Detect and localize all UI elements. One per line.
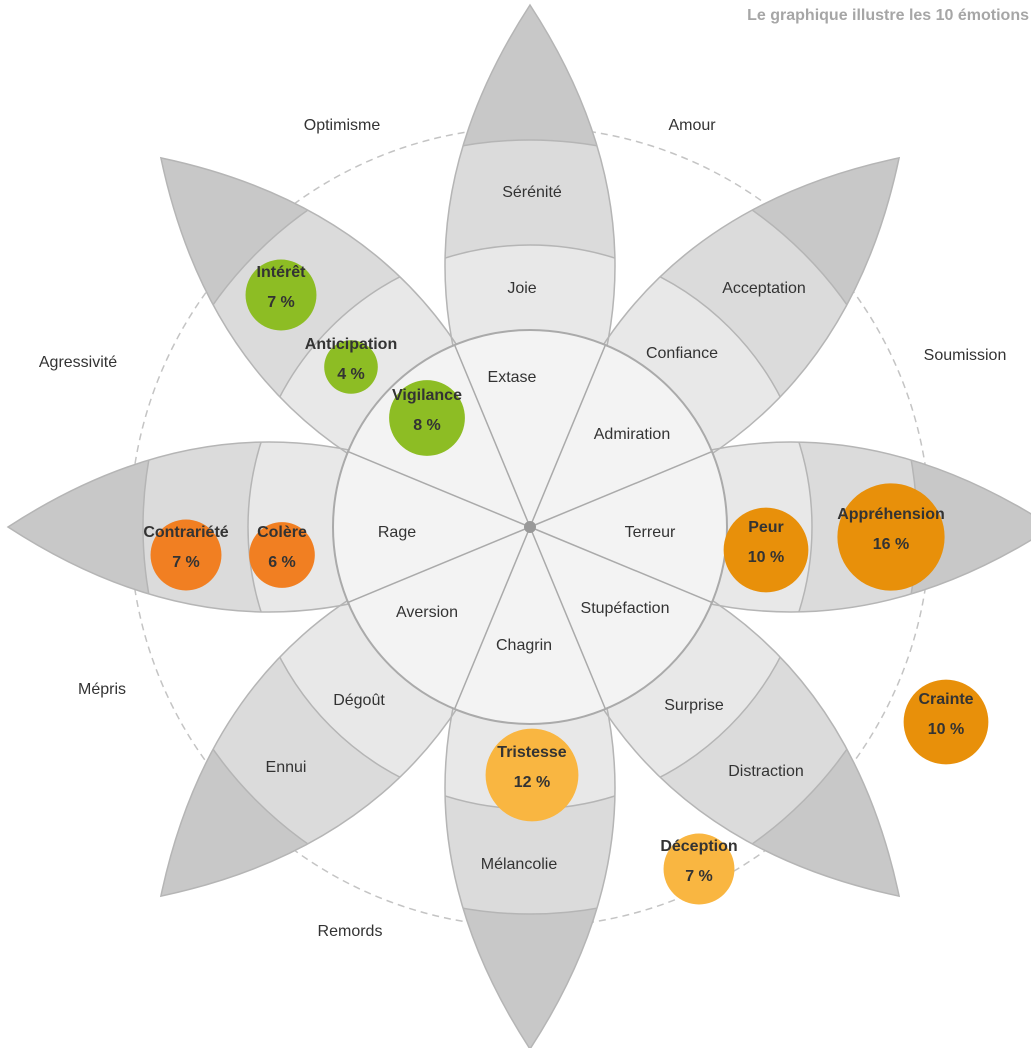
bubble xyxy=(723,507,809,593)
bubbles: Intérêt 7 % Anticipation 4 % Vigilance 8 % Con… xyxy=(143,259,989,905)
bubble-name: Peur xyxy=(748,519,784,536)
sector-line xyxy=(529,526,607,710)
bubble-name: Vigilance xyxy=(392,387,462,404)
bubble xyxy=(389,380,465,456)
sector-line xyxy=(529,450,713,528)
bubble xyxy=(324,340,378,394)
middle-emotion: Surprise xyxy=(664,697,724,714)
labels: Extase Admiration Terreur Stupéfaction Chagr… xyxy=(39,117,1006,940)
bubble-name: Colère xyxy=(257,524,307,541)
dyad: Amour xyxy=(668,117,716,134)
bubble-value: 10 % xyxy=(748,549,784,566)
center-dot xyxy=(524,521,536,533)
inner-emotion: Admiration xyxy=(594,426,670,443)
bubble-name: Déception xyxy=(660,838,737,855)
sector-line xyxy=(529,344,607,528)
bubble xyxy=(903,679,989,765)
bubble xyxy=(485,728,579,822)
bubble xyxy=(663,833,735,905)
bubble xyxy=(837,483,945,591)
inner-emotion: Aversion xyxy=(396,604,458,621)
outer-emotion: Ennui xyxy=(266,759,307,776)
bubble xyxy=(150,519,222,591)
outer-emotion: Acceptation xyxy=(722,280,806,297)
sector-lines xyxy=(347,344,713,710)
bubble xyxy=(249,522,315,588)
middle-emotion: Dégoût xyxy=(333,692,385,709)
bubble xyxy=(245,259,317,331)
middle-emotion: Joie xyxy=(507,280,536,297)
sector-line xyxy=(529,526,713,604)
dyad: Remords xyxy=(318,923,383,940)
dyad: Agressivité xyxy=(39,354,117,371)
inner-emotion: Terreur xyxy=(625,524,676,541)
bubble-value: 10 % xyxy=(928,721,964,738)
sector-line xyxy=(347,450,531,528)
inner-emotion: Rage xyxy=(378,524,416,541)
bubble-name: Appréhension xyxy=(837,506,945,523)
bubble-name: Crainte xyxy=(918,691,973,708)
bubble-value: 6 % xyxy=(268,554,296,571)
bubble-value: 8 % xyxy=(413,417,441,434)
outer-emotion: Sérénité xyxy=(502,184,562,201)
title: Le graphique illustre les 10 émotions xyxy=(747,7,1029,24)
bubble-name: Anticipation xyxy=(305,336,397,353)
sector-line xyxy=(453,344,531,528)
bubble-name: Contrariété xyxy=(143,524,228,541)
dyad: Optimisme xyxy=(304,117,381,134)
dyad: Soumission xyxy=(924,347,1007,364)
bubble-value: 7 % xyxy=(172,554,200,571)
outer-emotion: Distraction xyxy=(728,763,804,780)
bubble-name: Intérêt xyxy=(257,264,307,281)
inner-emotion: Chagrin xyxy=(496,637,552,654)
sector-line xyxy=(453,526,531,710)
bubble-value: 7 % xyxy=(685,868,713,885)
middle-emotion: Confiance xyxy=(646,345,718,362)
bubble-value: 7 % xyxy=(267,294,295,311)
outer-emotion: Mélancolie xyxy=(481,856,558,873)
inner-emotion: Stupéfaction xyxy=(581,600,670,617)
bubble-value: 12 % xyxy=(514,774,550,791)
inner-emotion: Extase xyxy=(488,369,537,386)
bubble-value: 16 % xyxy=(873,536,909,553)
bubble-name: Tristesse xyxy=(497,744,566,761)
dyad: Mépris xyxy=(78,681,126,698)
sector-line xyxy=(347,526,531,604)
bubble-value: 4 % xyxy=(337,366,365,383)
